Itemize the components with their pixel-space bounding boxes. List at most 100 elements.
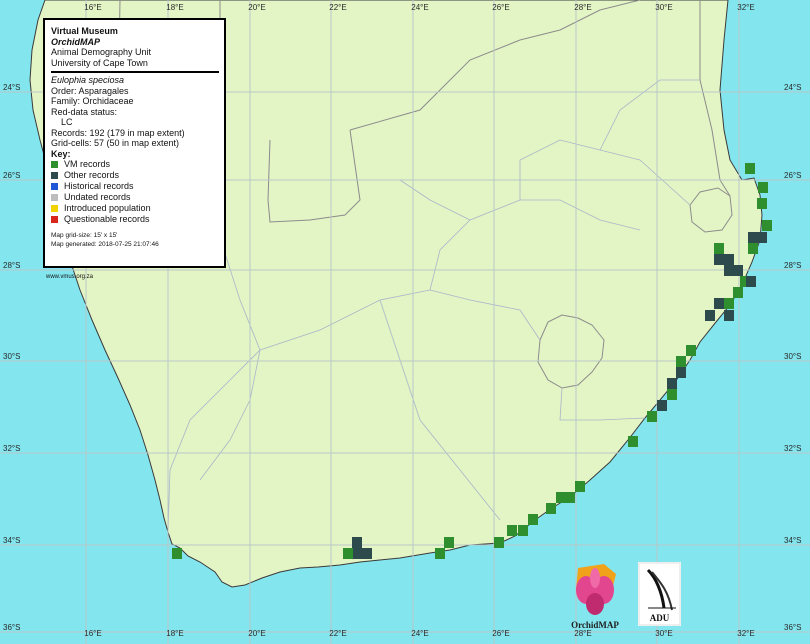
lat-label: 30°S (3, 352, 20, 361)
vm-record-cell (758, 182, 768, 193)
vm-record-cell (667, 389, 677, 400)
graticule-labels: 16°E 16°E 18°E 18°E 20°E 20°E 22°E 22°E 24°E 24°E… (3, 3, 801, 638)
vm-record-cell (740, 276, 750, 287)
lat-label: 36°S (784, 623, 801, 632)
legend-order: Order: Asparagales (51, 85, 129, 96)
lon-label: 22°E (329, 629, 346, 638)
lon-label: 18°E (166, 629, 183, 638)
legend-key-list: VM records Other records Historical record… (51, 159, 219, 225)
legend-key-item: Questionable records (51, 214, 219, 225)
record-cells (172, 163, 772, 559)
lon-label: 16°E (84, 629, 101, 638)
legend-records: Records: 192 (179 in map extent) (51, 127, 185, 138)
vm-record-cell (748, 243, 758, 254)
legend-swatch (51, 216, 58, 223)
legend-key-item: VM records (51, 159, 219, 170)
legend-unit: Animal Demography Unit (51, 47, 152, 57)
legend-generated: Map generated: 2018-07-25 21:07:46 (51, 241, 159, 248)
lon-label: 20°E (248, 3, 265, 12)
vm-record-cell (528, 514, 538, 525)
legend-key-title: Key: (51, 148, 71, 159)
other-record-cell (724, 265, 734, 276)
lat-label: 26°S (784, 171, 801, 180)
lesotho-border (537, 314, 605, 389)
vm-record-cell (343, 548, 353, 559)
legend-app: OrchidMAP (51, 36, 101, 47)
lat-label: 34°S (784, 536, 801, 545)
lon-label: 32°E (737, 629, 754, 638)
legend-swatch (51, 205, 58, 212)
mozambique-border (699, 0, 731, 197)
lon-label: 24°E (411, 629, 428, 638)
other-record-cell (714, 298, 724, 309)
legend-grid-size: Map grid-size: 15' x 15' (51, 232, 118, 239)
lat-label: 32°S (784, 444, 801, 453)
vm-record-cell (745, 163, 755, 174)
lon-label: 20°E (248, 629, 265, 638)
lat-label: 28°S (784, 261, 801, 270)
legend-key-item: Undated records (51, 192, 219, 203)
legend-swatch (51, 183, 58, 190)
lat-label: 24°S (3, 83, 20, 92)
legend-divider (51, 71, 219, 73)
lon-label: 16°E (84, 3, 101, 12)
other-record-cell (757, 232, 767, 243)
vm-record-cell (762, 220, 772, 231)
adu-logo-text: ADU (650, 613, 670, 623)
orchidmap-logo-text: OrchidMAP (571, 620, 619, 630)
legend-panel: Virtual Museum OrchidMAP Animal Demograp… (43, 18, 226, 268)
swaziland-border (689, 187, 733, 233)
legend-key-item: Other records (51, 170, 219, 181)
vm-record-cell (628, 436, 638, 447)
other-record-cell (724, 310, 734, 321)
other-record-cell (676, 367, 686, 378)
other-record-cell (705, 310, 715, 321)
lon-label: 26°E (492, 3, 509, 12)
legend-redlist-label: Red-data status: (51, 106, 118, 117)
other-record-cell (352, 548, 362, 559)
legend-swatch (51, 161, 58, 168)
lat-label: 36°S (3, 623, 20, 632)
website-url: www.vmus.org.za (46, 274, 94, 280)
vm-record-cell (507, 525, 517, 536)
lon-label: 24°E (411, 3, 428, 12)
province-borders (167, 79, 700, 533)
legend-swatch (51, 172, 58, 179)
legend-key-item: Introduced population (51, 203, 219, 214)
lon-label: 30°E (655, 629, 672, 638)
vm-record-cell (546, 503, 556, 514)
vm-record-cell (757, 198, 767, 209)
legend-key-item: Historical records (51, 181, 219, 192)
other-record-cell (748, 232, 758, 243)
legend-swatch (51, 194, 58, 201)
vm-record-cell (494, 537, 504, 548)
legend-key-label: VM records (64, 159, 111, 170)
lon-label: 32°E (737, 3, 754, 12)
vm-record-cell (575, 481, 585, 492)
other-record-cell (724, 254, 734, 265)
legend-redlist-value: LC (61, 117, 73, 127)
other-record-cell (714, 254, 724, 265)
vm-record-cell (714, 243, 724, 254)
lat-label: 30°S (784, 352, 801, 361)
other-record-cell (362, 548, 372, 559)
vm-record-cell (556, 492, 566, 503)
legend-family: Family: Orchidaceae (51, 96, 134, 106)
legend-key-label: Other records (64, 170, 120, 181)
lat-label: 24°S (784, 83, 801, 92)
lon-label: 28°E (574, 3, 591, 12)
zimbabwe-border (519, 0, 641, 41)
adu-logo: ADU (638, 562, 681, 626)
other-record-cell (352, 537, 362, 548)
lon-label: 22°E (329, 3, 346, 12)
other-record-cell (746, 276, 756, 287)
vm-record-cell (435, 548, 445, 559)
vm-record-cell (565, 492, 575, 503)
legend-gridcells: Grid-cells: 57 (50 in map extent) (51, 138, 180, 148)
lon-label: 18°E (166, 3, 183, 12)
legend-key-label: Undated records (64, 192, 131, 203)
legend-org: Virtual Museum (51, 26, 118, 36)
lat-label: 26°S (3, 171, 20, 180)
lat-label: 34°S (3, 536, 20, 545)
